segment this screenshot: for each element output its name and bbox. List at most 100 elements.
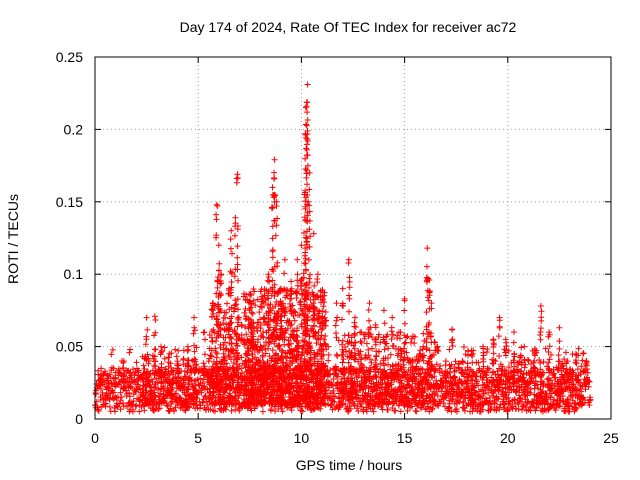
data-point <box>133 402 140 409</box>
data-point <box>428 300 435 307</box>
data-point <box>228 279 235 286</box>
data-point <box>157 390 164 397</box>
data-point <box>293 294 300 301</box>
data-point <box>493 407 500 414</box>
data-point <box>490 350 497 357</box>
data-point <box>578 363 585 370</box>
data-point <box>527 389 534 396</box>
data-point <box>353 405 360 412</box>
data-point <box>423 346 430 353</box>
data-point <box>130 398 137 405</box>
data-point <box>181 373 188 380</box>
data-point <box>538 308 545 315</box>
data-point <box>124 375 131 382</box>
data-point <box>209 307 216 314</box>
data-point <box>586 402 593 409</box>
data-point <box>381 346 388 353</box>
y-tick-label: 0.1 <box>64 266 84 282</box>
data-point <box>537 336 544 343</box>
chart-title: Day 174 of 2024, Rate Of TEC Index for r… <box>180 19 517 35</box>
data-point <box>388 324 395 331</box>
data-point <box>131 376 138 383</box>
data-point <box>307 271 314 278</box>
x-tick-label: 25 <box>603 430 619 446</box>
data-point <box>259 408 266 415</box>
data-point <box>95 406 102 413</box>
data-point <box>542 390 549 397</box>
data-point <box>366 317 373 324</box>
data-point <box>432 367 439 374</box>
data-point <box>469 408 476 415</box>
data-point <box>200 372 207 379</box>
data-point <box>345 308 352 315</box>
data-point <box>573 405 580 412</box>
data-point <box>116 400 123 407</box>
data-point <box>185 356 192 363</box>
data-point <box>238 322 245 329</box>
data-point <box>306 186 313 193</box>
data-point <box>294 271 301 278</box>
data-point <box>202 392 209 399</box>
data-point <box>546 329 553 336</box>
data-point <box>207 352 214 359</box>
data-point <box>109 346 116 353</box>
x-tick-label: 5 <box>194 430 202 446</box>
data-point <box>556 345 563 352</box>
data-point <box>473 378 480 385</box>
data-point <box>269 354 276 361</box>
data-point <box>332 405 339 412</box>
data-point <box>332 330 339 337</box>
data-point <box>356 370 363 377</box>
data-point <box>213 211 220 218</box>
data-point <box>480 355 487 362</box>
data-point <box>288 407 295 414</box>
data-point <box>397 408 404 415</box>
data-point <box>288 278 295 285</box>
data-point <box>311 282 318 289</box>
data-point <box>524 392 531 399</box>
data-point <box>232 406 239 413</box>
data-point <box>232 214 239 221</box>
data-point <box>379 406 386 413</box>
data-point <box>126 390 133 397</box>
data-point <box>117 406 124 413</box>
data-point <box>363 408 370 415</box>
data-point <box>372 357 379 364</box>
x-axis-label: GPS time / hours <box>296 457 403 473</box>
data-point <box>401 320 408 327</box>
data-point <box>242 387 249 394</box>
data-point <box>172 346 179 353</box>
data-point <box>200 360 207 367</box>
y-tick-label: 0.15 <box>56 194 83 210</box>
data-point <box>517 352 524 359</box>
data-point <box>339 359 346 366</box>
data-point <box>453 408 460 415</box>
data-point <box>126 393 133 400</box>
data-point <box>504 407 511 414</box>
data-point <box>381 320 388 327</box>
data-point <box>384 406 391 413</box>
data-point <box>201 351 208 358</box>
data-point <box>269 235 276 242</box>
data-point <box>322 332 329 339</box>
data-point <box>144 326 151 333</box>
data-point <box>216 260 223 267</box>
data-point <box>581 397 588 404</box>
data-point <box>124 403 131 410</box>
data-point <box>521 343 528 350</box>
data-point <box>161 355 168 362</box>
data-point <box>575 345 582 352</box>
data-point <box>294 256 301 263</box>
data-point <box>578 388 585 395</box>
data-point <box>368 359 375 366</box>
data-point <box>180 356 187 363</box>
data-point <box>115 366 122 373</box>
data-point <box>325 351 332 358</box>
data-point <box>571 400 578 407</box>
data-point <box>234 174 241 181</box>
data-point <box>496 352 503 359</box>
data-point <box>572 400 579 407</box>
data-point <box>126 349 133 356</box>
data-point <box>303 170 310 177</box>
data-point <box>403 349 410 356</box>
